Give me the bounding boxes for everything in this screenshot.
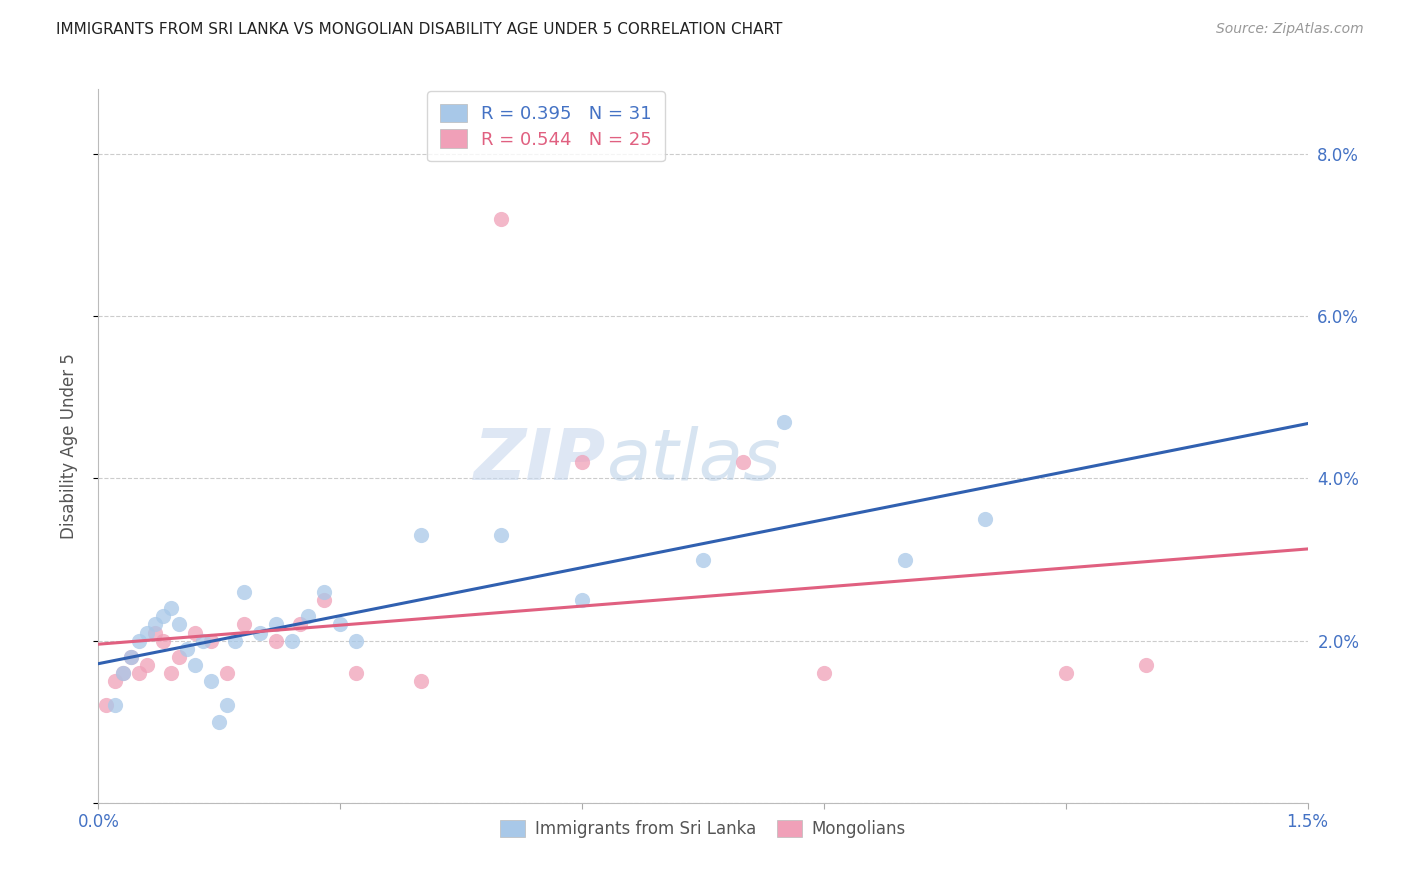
Point <box>1135 657 1157 672</box>
Point <box>1054 666 1077 681</box>
Point <box>167 649 190 664</box>
Point <box>491 211 513 226</box>
Point <box>232 617 254 632</box>
Point <box>232 585 254 599</box>
Point <box>135 657 157 672</box>
Point <box>772 415 794 429</box>
Text: atlas: atlas <box>606 425 780 495</box>
Point <box>96 698 118 713</box>
Point <box>264 633 287 648</box>
Point <box>297 609 319 624</box>
Point <box>152 633 174 648</box>
Point <box>249 625 271 640</box>
Point <box>314 585 336 599</box>
Point <box>281 633 304 648</box>
Point <box>288 617 311 632</box>
Point <box>314 593 336 607</box>
Point <box>103 674 125 689</box>
Point <box>217 666 239 681</box>
Point <box>120 649 142 664</box>
Point <box>571 593 593 607</box>
Point <box>409 528 432 542</box>
Point <box>143 625 166 640</box>
Point <box>184 625 207 640</box>
Point <box>733 455 755 469</box>
Text: ZIP: ZIP <box>474 425 606 495</box>
Point <box>344 633 367 648</box>
Point <box>571 455 593 469</box>
Point <box>143 617 166 632</box>
Point <box>491 528 513 542</box>
Point <box>208 714 231 729</box>
Point <box>160 666 183 681</box>
Point <box>128 633 150 648</box>
Point <box>128 666 150 681</box>
Point <box>692 552 714 566</box>
Point <box>813 666 835 681</box>
Y-axis label: Disability Age Under 5: Disability Age Under 5 <box>59 353 77 539</box>
Point <box>193 633 215 648</box>
Point <box>224 633 246 648</box>
Point <box>160 601 183 615</box>
Text: IMMIGRANTS FROM SRI LANKA VS MONGOLIAN DISABILITY AGE UNDER 5 CORRELATION CHART: IMMIGRANTS FROM SRI LANKA VS MONGOLIAN D… <box>56 22 783 37</box>
Point <box>893 552 915 566</box>
Point <box>974 512 997 526</box>
Point <box>176 641 198 656</box>
Point <box>217 698 239 713</box>
Point <box>152 609 174 624</box>
Point <box>184 657 207 672</box>
Point <box>200 633 222 648</box>
Point <box>344 666 367 681</box>
Point <box>111 666 134 681</box>
Point <box>409 674 432 689</box>
Point <box>103 698 125 713</box>
Point <box>200 674 222 689</box>
Point <box>111 666 134 681</box>
Point <box>329 617 352 632</box>
Point <box>167 617 190 632</box>
Point <box>120 649 142 664</box>
Point <box>264 617 287 632</box>
Text: Source: ZipAtlas.com: Source: ZipAtlas.com <box>1216 22 1364 37</box>
Legend: Immigrants from Sri Lanka, Mongolians: Immigrants from Sri Lanka, Mongolians <box>494 813 912 845</box>
Point <box>135 625 157 640</box>
